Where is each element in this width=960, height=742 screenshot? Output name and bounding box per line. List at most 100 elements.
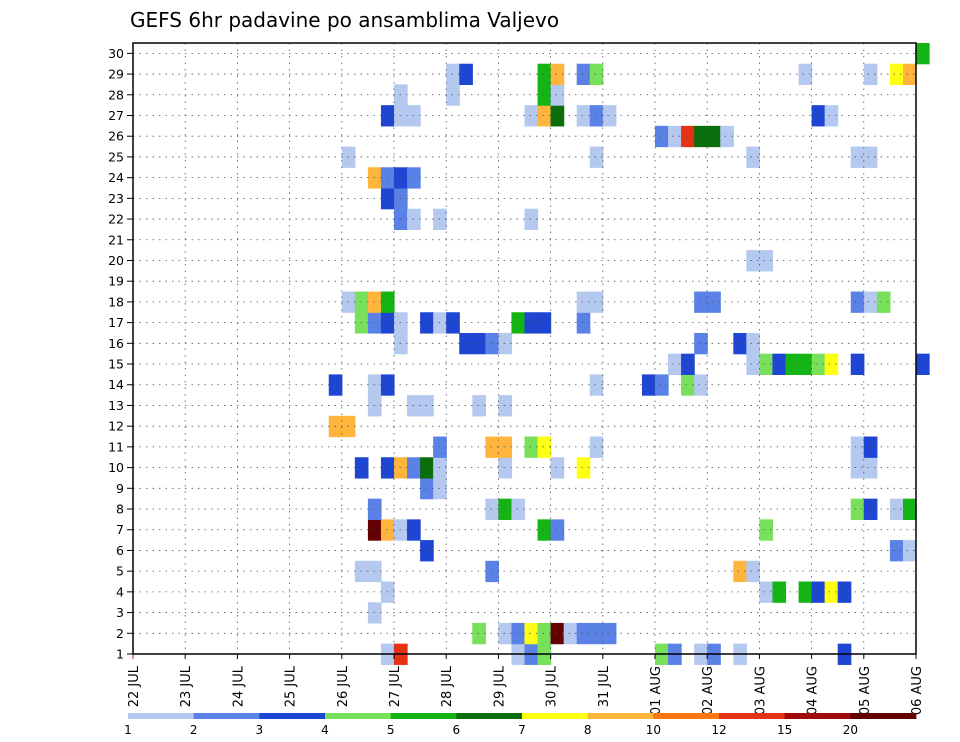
precip-cell [576,457,591,479]
precip-cell [563,622,578,645]
color-scale-label: 20 [843,723,858,737]
y-tick-label: 6 [116,543,124,558]
precip-cell [524,208,539,230]
color-scale-label: 4 [321,723,329,737]
color-scale-swatch [784,713,851,719]
precip-cell [876,291,891,313]
precip-cell [537,519,552,541]
precip-cell [746,332,760,355]
x-tick-label: 31 JUL [597,665,612,707]
precip-cell [550,457,565,479]
x-axis-ticks: 22 JUL 23 JUL 24 JUL 25 JUL 26 JUL 27 JUL 28 J… [127,654,925,715]
precip-cell [863,457,878,479]
precip-cell [589,622,604,645]
precip-cell [811,353,826,375]
precip-cell [889,498,904,520]
precip-cell [576,63,591,86]
heatmap-cells [328,43,930,665]
precip-cell [655,125,669,148]
precip-cell [537,105,552,127]
precip-cell [798,581,813,603]
precip-cell [576,291,591,313]
y-tick-label: 26 [108,129,124,144]
y-tick-label: 12 [108,419,124,434]
precip-cell [550,63,565,86]
x-tick-label: 30 JUL [545,665,560,707]
precip-cell [576,105,591,127]
precip-cell [720,125,734,148]
precip-cell [785,353,800,375]
y-tick-label: 17 [108,315,124,330]
color-scale-swatch [522,713,589,719]
precip-cell [641,374,656,396]
x-tick-label: 26 JUL [336,665,351,707]
precip-cell [511,312,526,334]
precip-cell [681,125,695,148]
precip-cell [485,560,499,583]
precip-cell [485,498,499,520]
precip-cell [498,436,513,458]
color-scale-label: 7 [518,723,526,737]
y-tick-label: 10 [108,460,124,475]
precip-cell [902,63,917,86]
y-tick-label: 16 [108,336,124,351]
precip-cell [694,332,708,355]
grid-lines [133,43,916,655]
precip-cell [550,519,565,541]
x-tick-label: 28 JUL [440,665,455,707]
color-scale-label: 15 [777,723,792,737]
y-tick-label: 8 [116,502,124,517]
precip-cell [498,622,513,645]
y-tick-label: 4 [116,584,124,599]
precip-cell [537,436,552,458]
precip-cell [589,291,604,313]
precip-cell [694,374,708,396]
precip-cell [746,560,760,583]
precip-cell [446,312,460,334]
precip-cell [589,436,604,458]
precip-cell [863,291,878,313]
precip-cell [537,622,552,645]
precip-cell [850,457,865,479]
color-scale-label: 2 [190,723,198,737]
color-scale-label: 5 [387,723,395,737]
precip-cell [655,374,669,396]
precip-cell [850,436,865,458]
x-tick-label: 24 JUL [231,665,246,707]
precip-cell [498,498,513,520]
precip-cell [668,125,682,148]
color-scale-swatch [128,713,195,719]
y-tick-label: 7 [116,522,124,537]
y-tick-label: 24 [108,170,124,185]
precip-cell [472,622,486,645]
precip-cell [550,622,565,645]
precip-cell [759,581,774,603]
precip-cell [446,84,460,106]
color-scale-label: 3 [256,723,264,737]
precip-cell [889,540,904,562]
precip-cell [772,353,787,375]
precip-cell [589,63,604,86]
precip-cell [850,498,865,520]
precip-cell [498,457,513,479]
precip-cell [498,395,513,417]
precip-cell [759,250,774,272]
precip-cell [524,312,539,334]
precip-cell [550,84,565,106]
x-tick-label: 06 AUG [910,666,925,715]
y-tick-label: 13 [108,398,124,413]
precip-cell [837,581,852,603]
precip-cell [537,84,552,106]
x-tick-label: 05 AUG [858,666,873,715]
precip-cell [746,353,760,375]
precip-cell [733,332,747,355]
color-scale-swatch [719,713,786,719]
y-tick-label: 30 [108,46,124,61]
y-tick-label: 29 [108,67,124,82]
precip-cell [863,436,878,458]
precip-cell [798,353,813,375]
precip-cell [602,105,617,127]
precip-cell [759,519,774,541]
color-scale-label: 8 [584,723,592,737]
